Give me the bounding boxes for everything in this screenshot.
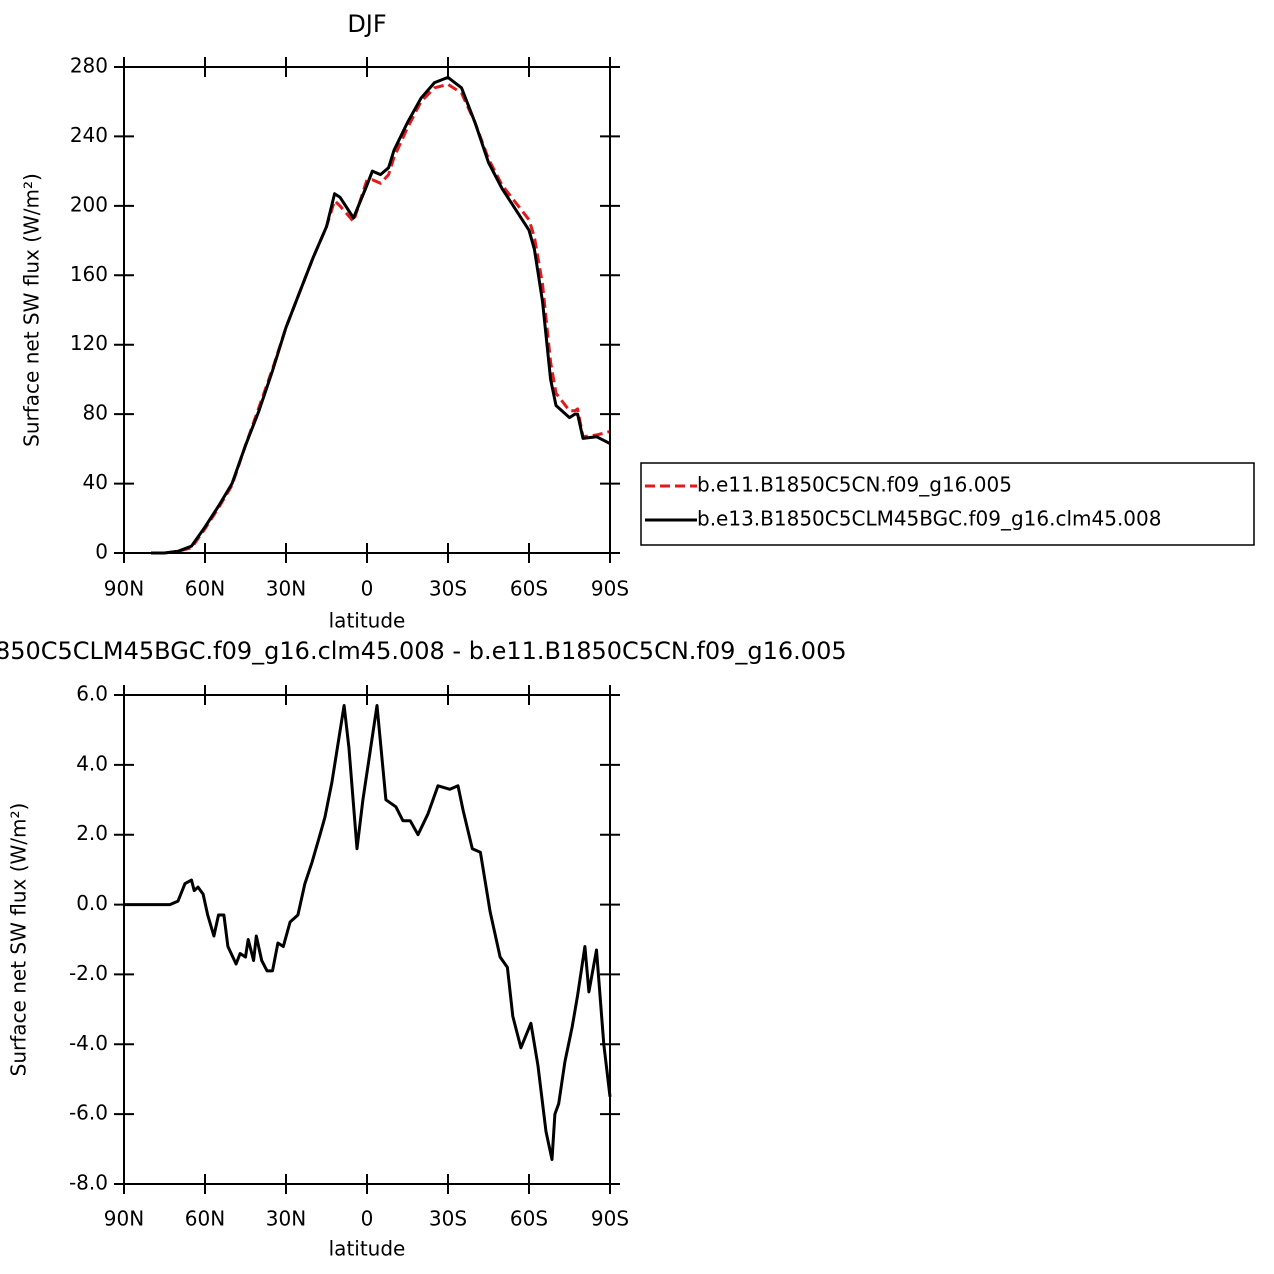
y-tick-label: 0 (95, 540, 108, 564)
chart-title: DJF (347, 10, 386, 38)
x-tick-label: 60N (185, 577, 225, 601)
x-tick-label: 30N (266, 577, 306, 601)
y-tick-label: -8.0 (69, 1171, 108, 1195)
y-tick-label: -4.0 (69, 1031, 108, 1055)
plot-frame (123, 66, 611, 554)
legend-box (640, 462, 1255, 546)
y-tick-label: 240 (70, 123, 108, 147)
y-tick-label: -6.0 (69, 1101, 108, 1125)
y-tick-label: 120 (70, 331, 108, 355)
y-tick-label: 80 (83, 401, 108, 425)
x-tick-label: 0 (361, 1207, 374, 1231)
x-tick-label: 90S (591, 577, 629, 601)
y-tick-label: -2.0 (69, 961, 108, 985)
y-tick-label: 0.0 (76, 891, 108, 915)
x-tick-label: 60N (185, 1207, 225, 1231)
y-tick-label: 160 (70, 262, 108, 286)
plot-frame (123, 694, 611, 1185)
x-tick-label: 60S (510, 577, 548, 601)
y-tick-label: 200 (70, 192, 108, 216)
legend-label: b.e11.B1850C5CN.f09_g16.005 (697, 473, 1012, 497)
y-axis-label: Surface net SW flux (W/m²) (7, 803, 31, 1077)
x-tick-label: 30S (429, 1207, 467, 1231)
x-tick-label: 30S (429, 577, 467, 601)
y-axis-label: Surface net SW flux (W/m²) (20, 173, 44, 447)
x-axis-label: latitude (329, 609, 406, 633)
chart-title: b.e13.B1850C5CLM45BGC.f09_g16.clm45.008 … (0, 637, 847, 665)
data-line (151, 82, 611, 555)
y-tick-label: 40 (83, 470, 108, 494)
x-tick-label: 90S (591, 1207, 629, 1231)
y-tick-label: 280 (70, 54, 108, 78)
data-line (124, 704, 612, 1161)
data-line (151, 75, 611, 555)
y-tick-label: 6.0 (76, 682, 108, 706)
y-tick-label: 4.0 (76, 751, 108, 775)
x-tick-label: 0 (361, 577, 374, 601)
legend-label: b.e13.B1850C5CLM45BGC.f09_g16.clm45.008 (697, 507, 1161, 531)
x-tick-label: 60S (510, 1207, 548, 1231)
x-tick-label: 90N (104, 1207, 144, 1231)
x-tick-label: 90N (104, 577, 144, 601)
x-axis-label: latitude (329, 1237, 406, 1261)
x-tick-label: 30N (266, 1207, 306, 1231)
y-tick-label: 2.0 (76, 821, 108, 845)
